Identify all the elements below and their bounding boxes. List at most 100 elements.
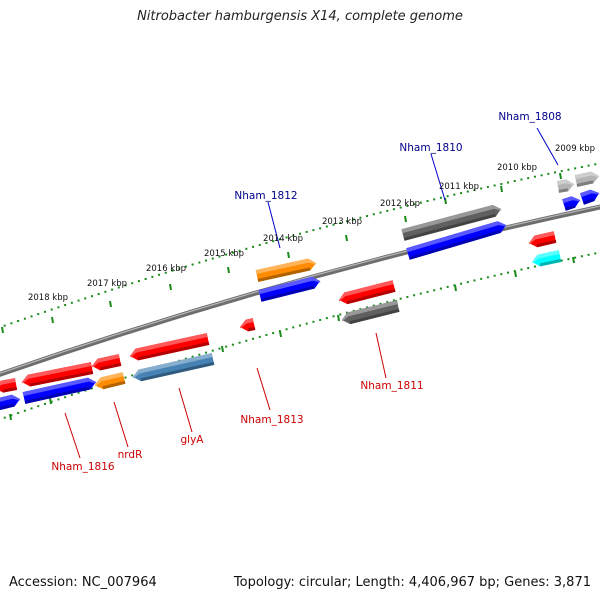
outer-tick-dot [3, 324, 6, 327]
outer-tick-dot [84, 297, 87, 300]
inner-tick-dot [292, 326, 295, 329]
accession-text: Accession: NC_007964 [9, 575, 157, 590]
inner-tick-dot [37, 405, 40, 408]
outer-tick-dot [292, 234, 295, 237]
inner-tick-dot [345, 311, 348, 314]
gene-label: Nham_1808 [498, 111, 561, 123]
leader-line [113, 401, 129, 448]
outer-tick-dot [211, 257, 214, 260]
outer-tick-dot [540, 174, 543, 177]
gene-feature-shadow [29, 370, 94, 387]
gene-feature-highlight [401, 205, 502, 234]
inner-tick-dot [507, 271, 510, 274]
outer-tick-dot [399, 206, 402, 209]
gene-feature [529, 231, 557, 248]
gene-feature-shadow [99, 362, 122, 371]
gene-feature-shadow [102, 380, 126, 390]
inner-tick-dot [392, 299, 395, 302]
outer-tick-dot [406, 204, 409, 207]
outer-tick-dot [580, 165, 583, 168]
outer-tick-dot [57, 306, 60, 309]
gene-label: Nham_1813 [240, 414, 303, 426]
inner-major-tick [9, 413, 12, 421]
gene-feature [258, 276, 321, 302]
outer-tick-dot [231, 251, 234, 254]
inner-tick-dot [325, 317, 328, 320]
outer-tick-dot [285, 236, 288, 239]
gene-feature [342, 300, 400, 325]
gene-feature-shadow [346, 288, 396, 305]
inner-tick-dot [359, 308, 362, 311]
gene-feature [92, 354, 122, 371]
outer-tick-dot [460, 192, 463, 195]
inner-major-tick [454, 284, 457, 292]
inner-tick-dot [211, 349, 214, 352]
inner-tick-dot [225, 345, 228, 348]
outer-tick-dot [70, 301, 73, 304]
inner-tick-dot [245, 339, 248, 342]
kbp-label: 2016 kbp [146, 264, 186, 274]
gene-feature-highlight [240, 318, 254, 329]
inner-tick-dot [520, 268, 523, 271]
gene-label: glyA [181, 434, 205, 446]
outer-tick-dot [554, 171, 557, 174]
inner-tick-dot [466, 281, 469, 284]
outer-tick-dot [10, 322, 13, 325]
inner-tick-dot [399, 297, 402, 300]
inner-tick-dot [218, 347, 221, 350]
gene-feature-highlight [342, 300, 398, 322]
outer-tick-dot [527, 177, 530, 180]
gene-feature-highlight [0, 394, 21, 402]
inner-tick-dot [258, 335, 261, 338]
gene-feature [130, 333, 210, 361]
leader-line [375, 332, 387, 379]
gene-feature-shadow [247, 326, 256, 332]
outer-tick-dot [359, 216, 362, 219]
inner-tick-dot [332, 315, 335, 318]
gene-feature-highlight [339, 280, 394, 302]
outer-tick-dot [386, 209, 389, 212]
gene-feature-highlight [0, 378, 16, 386]
inner-tick-dot [17, 412, 20, 415]
inner-major-tick [572, 256, 575, 264]
outer-tick-dot [567, 168, 570, 171]
kbp-label: 2018 kbp [28, 293, 68, 303]
gene-feature-highlight [130, 333, 208, 358]
gene-label: Nham_1812 [234, 190, 297, 202]
outer-tick-dot [379, 211, 382, 214]
inner-tick-dot [77, 391, 80, 394]
outer-tick-dot [137, 280, 140, 283]
leader-line [430, 153, 446, 201]
gene-feature-shadow [24, 386, 91, 404]
inner-tick-dot [231, 343, 234, 346]
kbp-label: 2010 kbp [497, 163, 537, 173]
inner-major-tick [337, 314, 340, 322]
kbp-label: 2017 kbp [87, 279, 127, 289]
gene-label: Nham_1816 [51, 461, 114, 473]
gene-feature-shadow [536, 239, 557, 248]
outer-tick-dot [480, 187, 483, 190]
gene-feature-body [401, 205, 501, 241]
outer-tick-dot [238, 249, 241, 252]
gene-feature-shadow [2, 386, 18, 393]
outer-tick-dot [252, 245, 255, 248]
outer-tick-dot [453, 193, 456, 196]
outer-tick-dot [493, 184, 496, 187]
outer-tick-dot [225, 253, 228, 256]
gene-feature-shadow [583, 198, 595, 205]
outer-tick-dot [594, 163, 597, 166]
outer-tick-dot [158, 273, 161, 276]
inner-tick-dot [238, 341, 241, 344]
inner-tick-dot [574, 256, 577, 259]
inner-tick-dot [198, 353, 201, 356]
gene-feature [580, 189, 600, 205]
inner-tick-dot [23, 409, 26, 412]
outer-major-tick [559, 172, 562, 180]
gene-feature [240, 318, 256, 332]
gene-feature-shadow [140, 361, 215, 382]
outer-tick-dot [111, 288, 114, 291]
gene-feature-highlight [406, 221, 507, 253]
inner-tick-dot [252, 337, 255, 340]
inner-tick-dot [567, 258, 570, 261]
gene-feature-shadow [539, 258, 562, 267]
